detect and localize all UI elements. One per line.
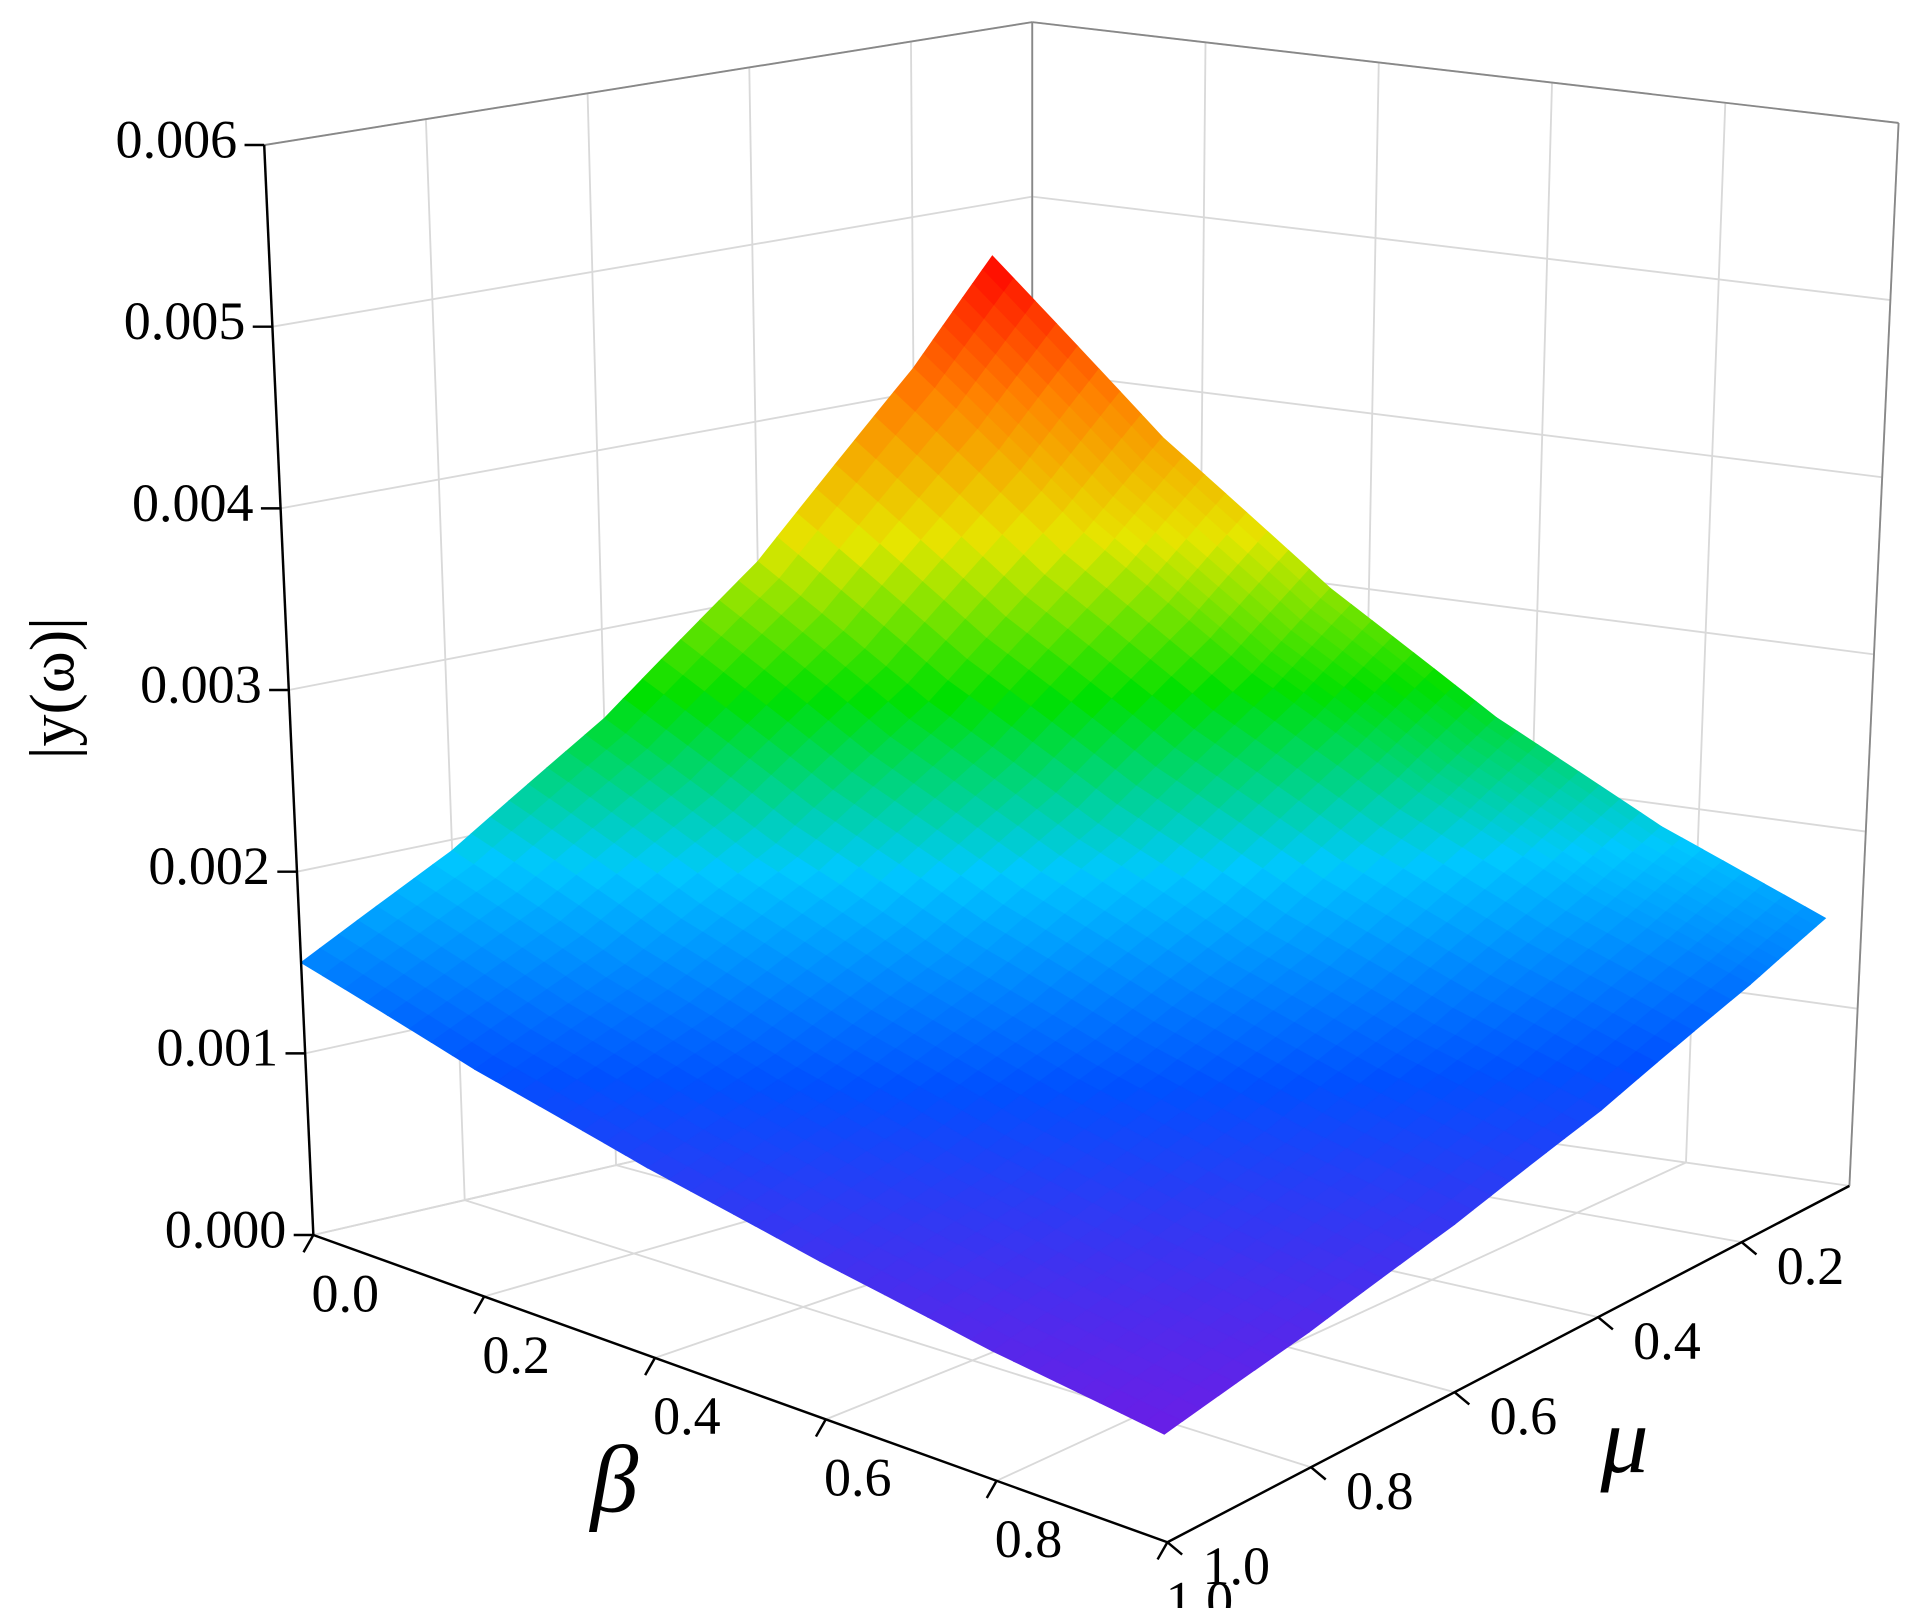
y-tick (1453, 1391, 1471, 1406)
x-tick-label: 0.6 (824, 1448, 892, 1508)
x-tick-label: 0.8 (995, 1509, 1063, 1569)
z-axis-title: |y(ω)| (17, 617, 88, 759)
x-tick-label: 1.0 (1166, 1571, 1234, 1608)
box-edge (1848, 122, 1900, 1186)
z-tick-label: 0.004 (132, 473, 254, 533)
y-axis (1166, 1184, 1850, 1544)
surface (300, 255, 1827, 1435)
box-edge (264, 21, 1033, 146)
grid-line (1032, 370, 1883, 479)
x-tick (814, 1418, 827, 1438)
surface-patch (1141, 1410, 1184, 1435)
z-tick-label: 0.001 (157, 1018, 279, 1078)
x-axis (312, 1233, 1168, 1544)
x-tick (1156, 1541, 1169, 1561)
y-tick-label: 1.0 (1202, 1536, 1270, 1596)
z-tick-label: 0.002 (148, 836, 270, 896)
z-tick-label: 0.000 (165, 1199, 287, 1259)
z-tick-label: 0.006 (116, 109, 238, 169)
x-tick (473, 1295, 486, 1315)
grid-line (1032, 195, 1891, 301)
z-tick-label: 0.003 (140, 654, 262, 714)
y-tick (1166, 1541, 1183, 1556)
y-tick-label: 0.8 (1346, 1461, 1414, 1521)
x-tick (985, 1480, 998, 1499)
grid-line (996, 1161, 1687, 1482)
y-tick (1597, 1316, 1614, 1331)
x-tick (644, 1357, 657, 1376)
y-axis-title: μ (1599, 1387, 1648, 1493)
y-tick-label: 0.2 (1777, 1236, 1845, 1296)
y-tick (1740, 1241, 1758, 1256)
y-tick (1310, 1466, 1327, 1481)
y-tick-label: 0.6 (1490, 1386, 1558, 1446)
z-tick-label: 0.005 (124, 291, 246, 351)
x-axis-title: β (589, 1426, 639, 1532)
box-edge (1032, 21, 1899, 124)
x-tick-label: 0.2 (482, 1325, 550, 1385)
x-tick-label: 0.0 (312, 1263, 380, 1323)
grid-line (272, 195, 1033, 328)
axes: 0.000 0.001 0.002 0.003 0.004 0.005 0.006 0.0 0.… (116, 109, 1850, 1608)
y-tick-label: 0.4 (1633, 1311, 1701, 1371)
x-tick (302, 1234, 315, 1253)
x-tick-label: 0.4 (653, 1386, 721, 1446)
